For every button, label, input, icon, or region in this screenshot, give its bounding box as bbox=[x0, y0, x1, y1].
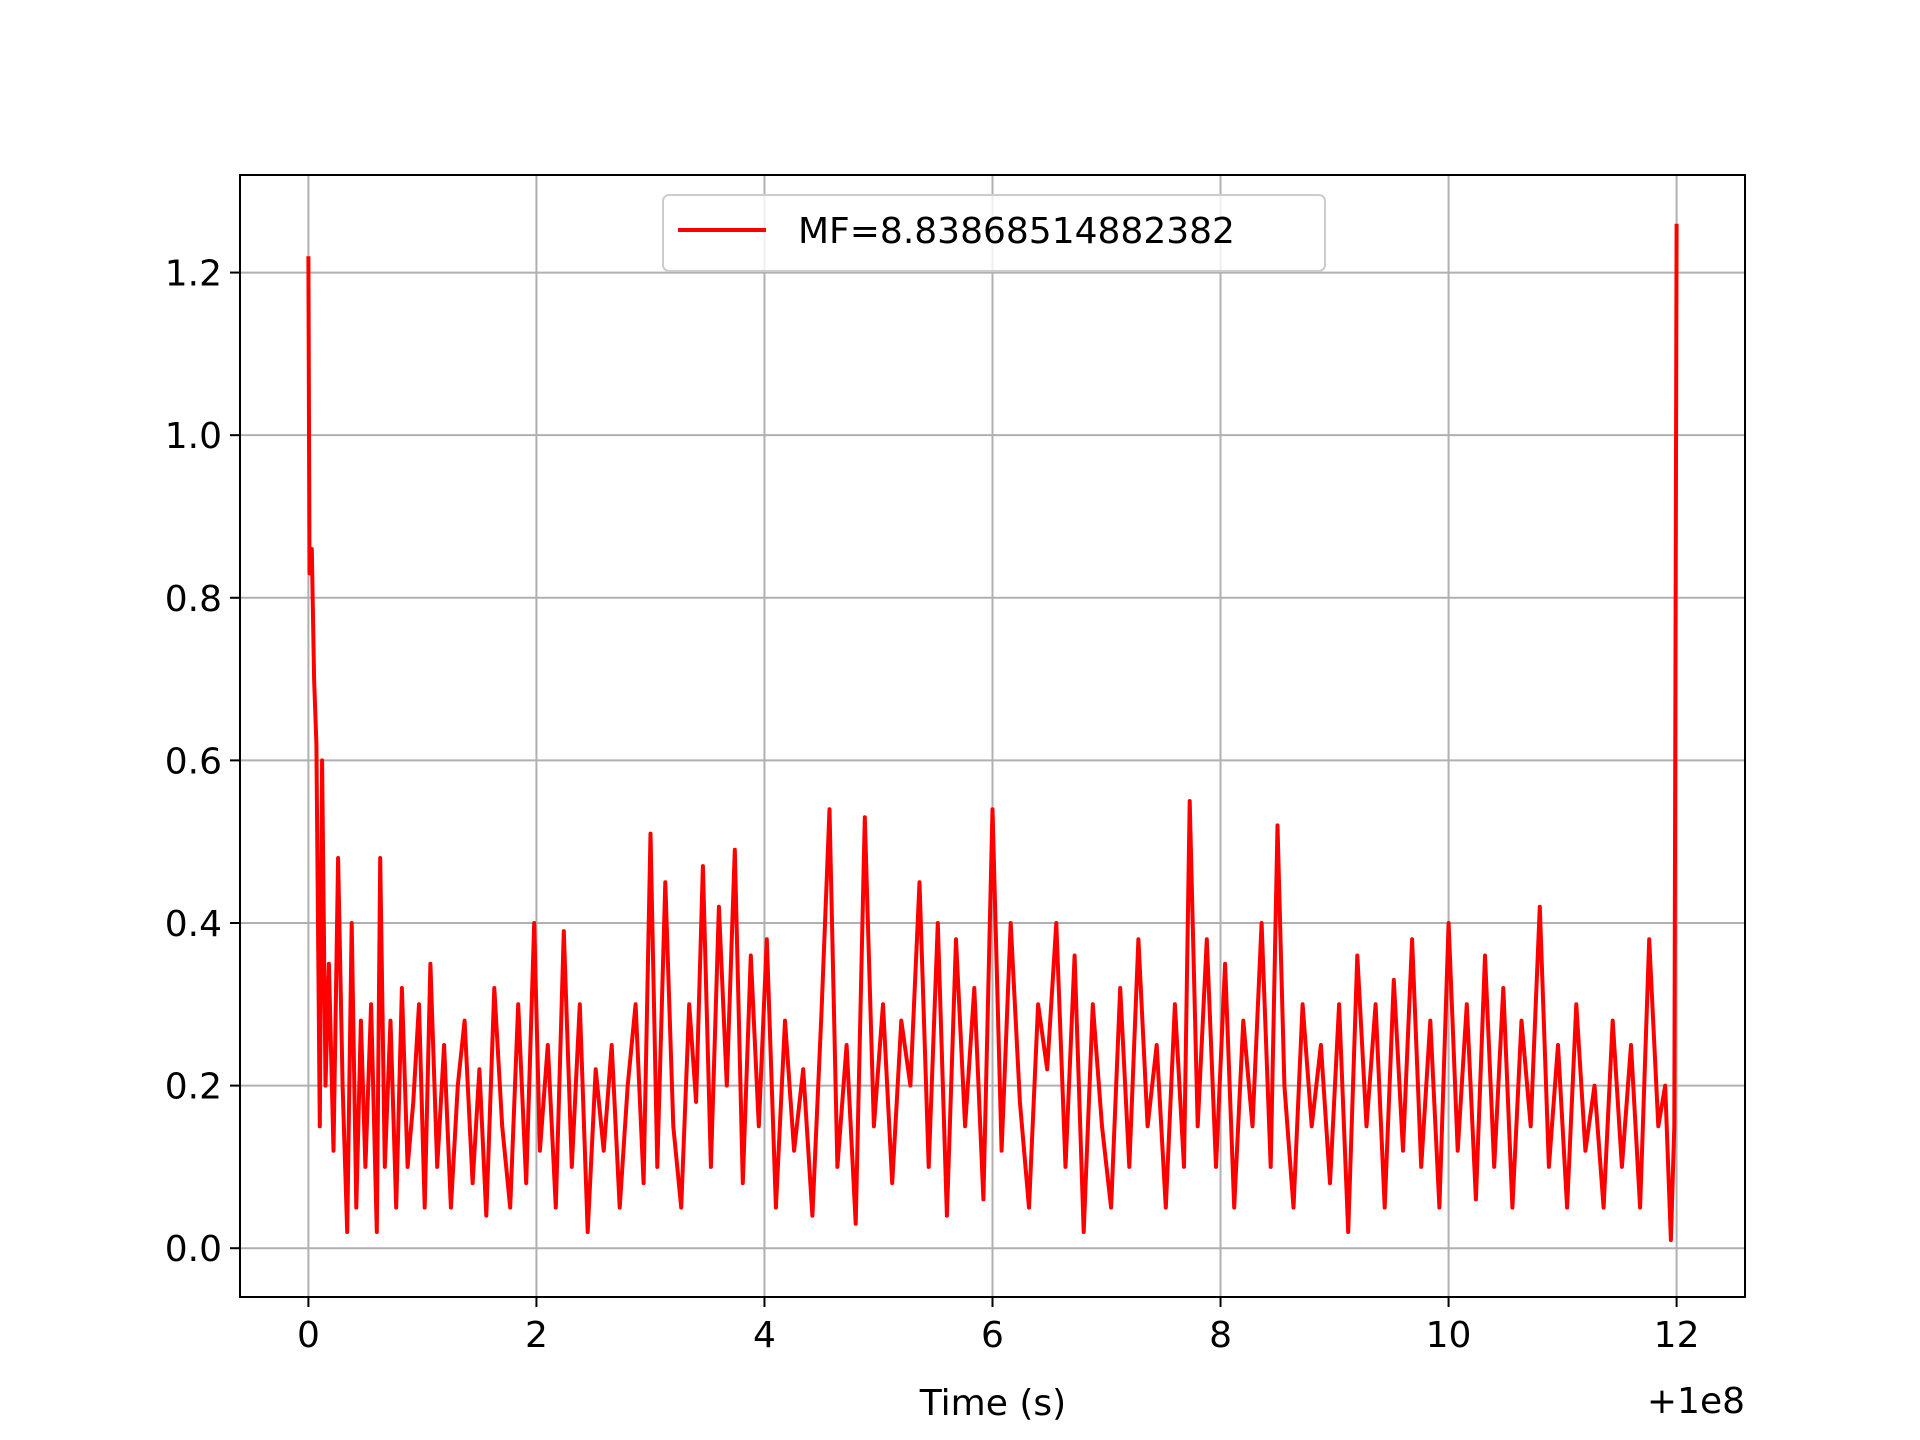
x-tick-label: 2 bbox=[525, 1315, 548, 1356]
legend-label: MF=8.83868514882382 bbox=[798, 211, 1235, 252]
series-line bbox=[306, 223, 1679, 1243]
x-axis-label: Time (s) bbox=[919, 1383, 1066, 1424]
x-tick-label: 8 bbox=[1209, 1315, 1232, 1356]
x-tick-label: 0 bbox=[297, 1315, 320, 1356]
legend: MF=8.83868514882382 bbox=[662, 194, 1326, 272]
legend-frame bbox=[662, 194, 1326, 272]
grid-lines bbox=[240, 175, 1745, 1297]
y-tick-label: 0.0 bbox=[165, 1229, 222, 1270]
y-tick-label: 1.2 bbox=[165, 254, 222, 295]
y-tick-label: 1.0 bbox=[165, 416, 222, 457]
x-tick-label: 4 bbox=[753, 1315, 776, 1356]
plot-frame bbox=[239, 174, 1746, 1298]
x-tick-label: 6 bbox=[981, 1315, 1004, 1356]
y-tick-label: 0.4 bbox=[165, 904, 222, 945]
x-tick-label: 10 bbox=[1426, 1315, 1472, 1356]
y-axis-ticks: 0.0 0.2 0.4 0.6 0.8 1.0 1.2 bbox=[165, 254, 240, 1270]
x-axis-ticks: 0 2 4 6 8 10 12 bbox=[297, 1297, 1700, 1356]
y-tick-label: 0.2 bbox=[165, 1067, 222, 1108]
x-tick-label: 12 bbox=[1654, 1315, 1700, 1356]
series-layer bbox=[306, 223, 1679, 1243]
x-offset-label: +1e8 bbox=[1647, 1381, 1745, 1422]
y-tick-label: 0.6 bbox=[165, 741, 222, 782]
y-tick-label: 0.8 bbox=[165, 579, 222, 620]
